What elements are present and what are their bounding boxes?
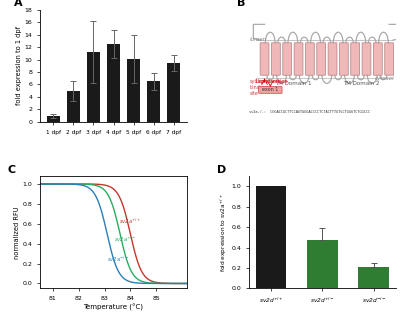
Text: D: D xyxy=(216,165,226,175)
Text: TM Domain 1: TM Domain 1 xyxy=(275,81,311,86)
Y-axis label: fold expression to sv2a$^{+/+}$: fold expression to sv2a$^{+/+}$ xyxy=(218,193,229,272)
Text: TM Domain 2: TM Domain 2 xyxy=(342,81,379,86)
Text: lumen: lumen xyxy=(250,36,267,42)
Text: sv2a$^{+/-}$: sv2a$^{+/-}$ xyxy=(114,235,136,244)
X-axis label: Temperature (°C): Temperature (°C) xyxy=(84,304,144,311)
Text: A: A xyxy=(14,0,22,8)
Text: sv2a-/-:  CGGACCGCTTCCAGTGGGACCCCTCTACTTTGTGCTGGGTCTGGCCC: sv2a-/-: CGGACCGCTTCCAGTGGGACCCCTCTACTTT… xyxy=(249,110,370,114)
FancyBboxPatch shape xyxy=(374,43,382,75)
Text: 1bp insertion: 1bp insertion xyxy=(255,79,287,84)
FancyBboxPatch shape xyxy=(385,43,394,75)
Bar xyxy=(127,59,140,122)
FancyBboxPatch shape xyxy=(272,43,280,75)
Bar xyxy=(256,186,286,288)
Text: B: B xyxy=(237,0,246,8)
Y-axis label: fold expression to 1 dpf: fold expression to 1 dpf xyxy=(16,26,22,105)
Bar xyxy=(107,44,120,122)
FancyBboxPatch shape xyxy=(283,43,292,75)
Bar xyxy=(47,116,60,122)
FancyBboxPatch shape xyxy=(294,43,303,75)
FancyBboxPatch shape xyxy=(340,43,348,75)
Bar xyxy=(307,240,338,288)
Bar xyxy=(167,63,180,122)
FancyBboxPatch shape xyxy=(306,43,314,75)
FancyBboxPatch shape xyxy=(317,43,326,75)
FancyBboxPatch shape xyxy=(258,87,282,93)
Text: exon 1: exon 1 xyxy=(262,87,278,93)
FancyBboxPatch shape xyxy=(260,43,269,75)
Text: sv2a$^{+/+}$: sv2a$^{+/+}$ xyxy=(119,217,141,226)
FancyBboxPatch shape xyxy=(362,43,371,75)
FancyBboxPatch shape xyxy=(328,43,337,75)
Bar xyxy=(147,81,160,122)
Text: synaptojanin
binding
site: synaptojanin binding site xyxy=(250,79,281,96)
FancyBboxPatch shape xyxy=(351,43,360,75)
Bar xyxy=(358,267,389,288)
Text: cytosol: cytosol xyxy=(374,76,394,81)
Bar xyxy=(67,91,80,122)
Bar xyxy=(87,52,100,122)
Text: sv2a$^{-/-}$: sv2a$^{-/-}$ xyxy=(107,255,129,264)
Text: C: C xyxy=(8,165,16,175)
Y-axis label: normalized RFU: normalized RFU xyxy=(14,206,20,259)
